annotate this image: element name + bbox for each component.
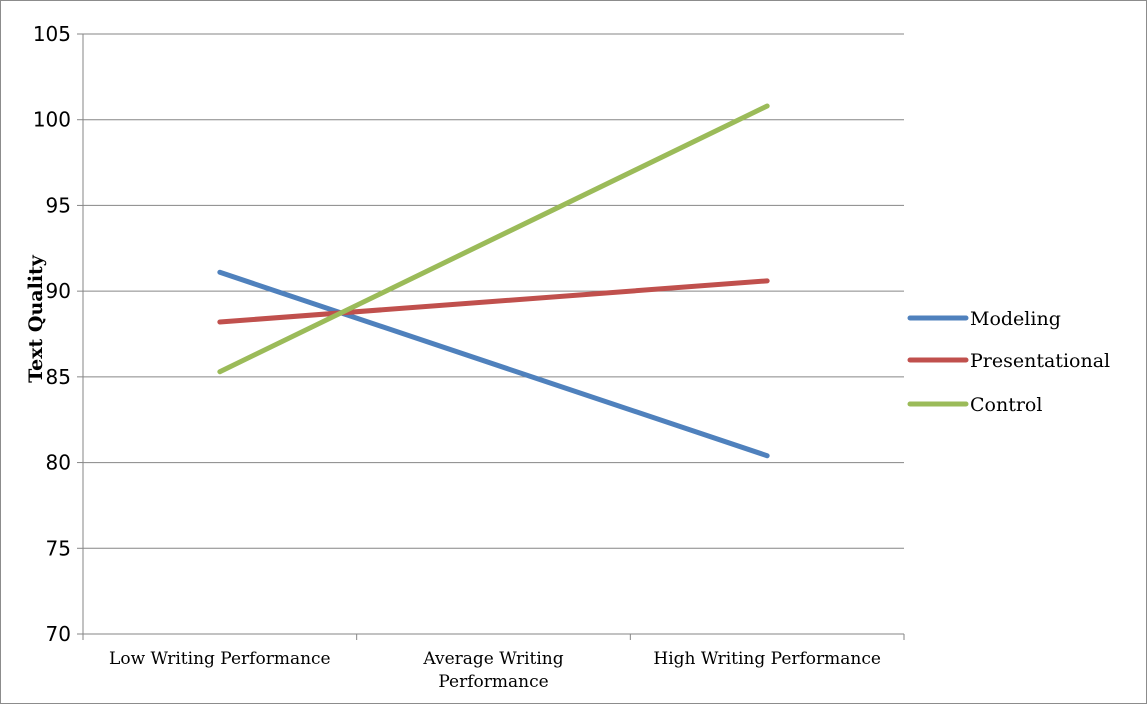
- y-axis-title: Text Quality: [25, 254, 47, 383]
- x-category-label-line: High Writing Performance: [653, 649, 881, 669]
- y-tick-label-75: 75: [46, 536, 71, 560]
- legend-label-control: Control: [970, 394, 1042, 416]
- x-category-label-0: Low Writing Performance: [109, 649, 331, 669]
- axis-labels: 70 75 80 85 90 95 100 105 Low Writing Performanc…: [25, 22, 881, 692]
- legend: Modeling Presentational Control: [910, 308, 1110, 416]
- axes: [77, 34, 904, 640]
- legend-label-presentational: Presentational: [970, 350, 1110, 372]
- x-category-label-line: Average Writing: [422, 649, 563, 669]
- series-line-control: [220, 106, 767, 372]
- x-category-label-2: High Writing Performance: [653, 649, 881, 669]
- y-tick-label-95: 95: [46, 193, 71, 217]
- legend-label-modeling: Modeling: [970, 308, 1061, 330]
- x-category-label-line: Low Writing Performance: [109, 649, 331, 669]
- y-tick-label-70: 70: [46, 622, 71, 646]
- gridlines: [83, 34, 904, 548]
- y-tick-label-85: 85: [46, 365, 71, 389]
- x-category-label-1: Average Writing Performance: [422, 649, 563, 692]
- y-tick-label-80: 80: [46, 451, 71, 475]
- x-category-label-line: Performance: [438, 672, 548, 692]
- y-tick-label-105: 105: [33, 22, 71, 46]
- y-tick-label-100: 100: [33, 108, 71, 132]
- series-lines: [220, 106, 768, 456]
- y-tick-label-90: 90: [46, 279, 71, 303]
